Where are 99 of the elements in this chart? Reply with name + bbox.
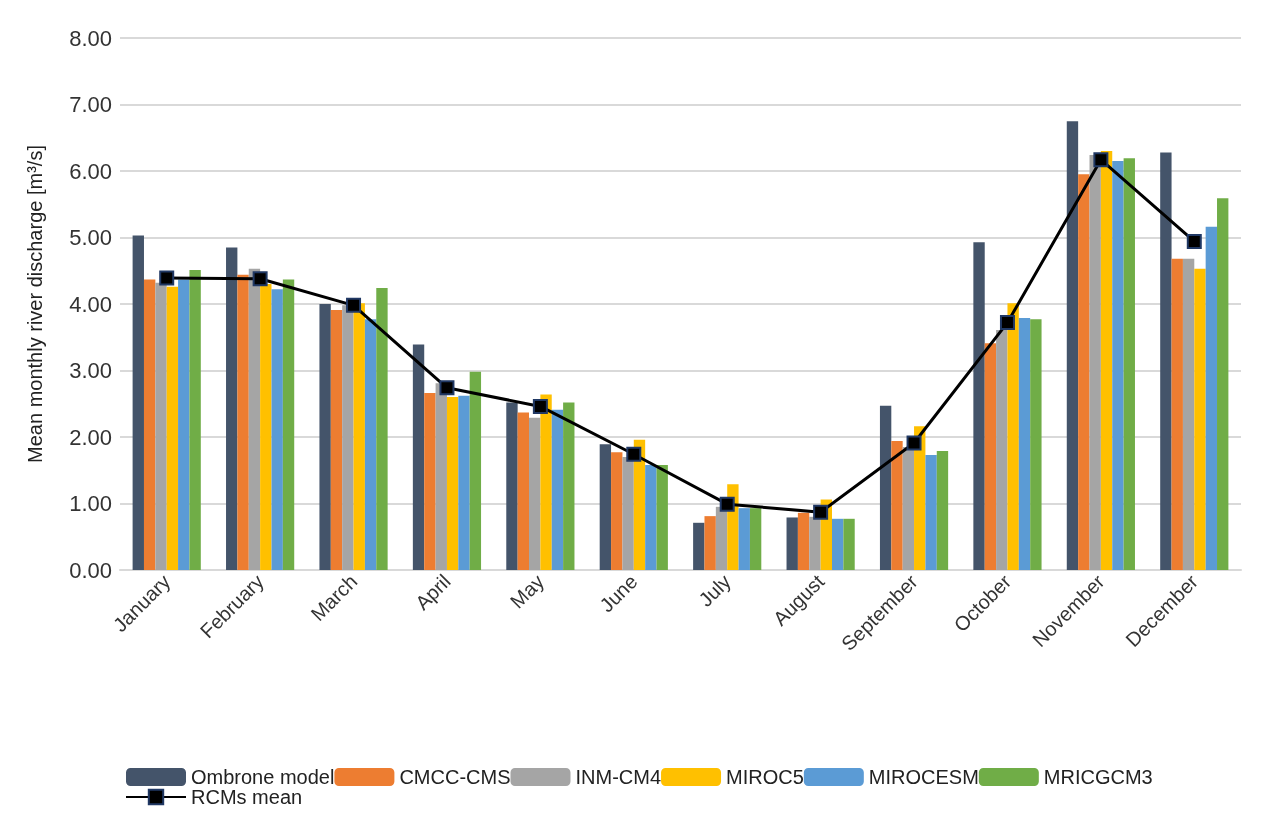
bar xyxy=(563,402,575,570)
bar xyxy=(364,319,377,570)
bar xyxy=(902,446,915,570)
point xyxy=(1093,152,1109,168)
bar xyxy=(656,464,668,570)
y-tick-label: 3.00 xyxy=(69,358,112,383)
legend-label: Ombrone model xyxy=(191,766,335,788)
point xyxy=(626,446,642,462)
bar xyxy=(996,329,1008,570)
bar xyxy=(879,405,892,570)
bar xyxy=(446,397,459,570)
y-axis-title: Mean monthly river discharge [m³/s] xyxy=(24,145,46,463)
bar xyxy=(891,440,903,570)
bar xyxy=(973,242,985,570)
y-tick-label: 6.00 xyxy=(69,158,112,184)
y-tick-label: 7.00 xyxy=(69,92,112,117)
legend-label: MIROC5 xyxy=(726,766,804,788)
bar xyxy=(936,450,949,570)
bar xyxy=(1066,121,1079,570)
bar xyxy=(353,303,365,570)
bar xyxy=(424,393,436,570)
point xyxy=(159,270,175,286)
bar xyxy=(809,516,821,570)
bar xyxy=(1123,158,1135,570)
bar xyxy=(155,282,167,570)
legend-label: MRICGCM3 xyxy=(1043,766,1153,788)
bar xyxy=(1182,258,1195,570)
bar xyxy=(1078,174,1090,570)
bar xyxy=(271,289,283,570)
bar xyxy=(1217,198,1229,570)
bar xyxy=(143,279,156,570)
bar xyxy=(1018,317,1031,570)
y-tick-label: 4.00 xyxy=(69,291,112,317)
bar xyxy=(166,286,179,570)
bar xyxy=(376,288,388,570)
y-tick-label: 1.00 xyxy=(69,491,112,516)
point xyxy=(719,496,735,512)
bar xyxy=(412,344,425,570)
bar xyxy=(611,452,623,570)
bar xyxy=(715,506,728,570)
legend-label: MIROCESM xyxy=(868,766,979,788)
bar xyxy=(645,464,657,570)
y-tick-label: 5.00 xyxy=(69,225,112,250)
y-tick-label: 8.00 xyxy=(69,25,112,51)
point xyxy=(252,271,268,287)
bar xyxy=(984,343,997,570)
bar xyxy=(319,304,331,570)
bar xyxy=(529,417,541,570)
bar xyxy=(693,522,705,570)
point xyxy=(346,297,362,313)
bar xyxy=(248,268,261,570)
bar xyxy=(1194,268,1206,570)
bar xyxy=(178,279,190,570)
bar xyxy=(1007,303,1019,570)
bar xyxy=(704,516,716,570)
bar xyxy=(843,518,855,570)
point xyxy=(906,435,922,451)
bar xyxy=(786,517,798,570)
bar xyxy=(189,270,201,570)
bar xyxy=(925,454,937,570)
y-tick-label: 0.00 xyxy=(69,557,112,583)
y-tick-label: 2.00 xyxy=(69,424,112,450)
bar xyxy=(1089,155,1101,570)
point xyxy=(439,380,455,396)
bar xyxy=(435,383,447,570)
bar xyxy=(517,412,530,570)
bar xyxy=(226,247,238,570)
bar xyxy=(330,309,343,570)
bar xyxy=(599,444,612,570)
point xyxy=(813,504,829,520)
legend-label: RCMs mean xyxy=(191,786,303,808)
bar xyxy=(551,409,564,570)
bar xyxy=(1160,152,1172,570)
bar xyxy=(540,394,552,570)
bar xyxy=(831,518,844,570)
bar xyxy=(458,395,470,570)
x-tick-label: July xyxy=(694,570,735,611)
bar xyxy=(469,371,482,570)
point xyxy=(999,315,1015,331)
legend-label: CMCC-CMS xyxy=(399,766,511,788)
bar xyxy=(1100,151,1113,570)
bar xyxy=(749,508,762,570)
bar xyxy=(1205,226,1218,570)
bar xyxy=(342,305,354,570)
bar xyxy=(1112,161,1124,570)
bar xyxy=(738,508,750,570)
bar xyxy=(506,402,518,570)
point xyxy=(1186,233,1202,249)
legend-label: INM-CM4 xyxy=(575,766,662,788)
bar xyxy=(1171,258,1183,570)
bar xyxy=(132,235,144,570)
x-tick-label: May xyxy=(505,570,549,613)
bar xyxy=(260,284,272,570)
bar xyxy=(237,274,249,570)
bar xyxy=(1030,319,1042,570)
bar xyxy=(797,512,810,570)
bar xyxy=(622,456,634,570)
point xyxy=(532,398,548,414)
bar xyxy=(282,279,295,570)
